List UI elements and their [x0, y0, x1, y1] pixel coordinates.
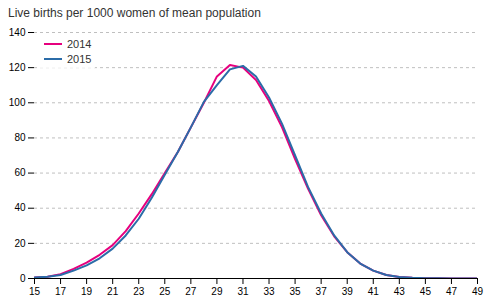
- svg-text:43: 43: [394, 286, 406, 297]
- svg-text:21: 21: [107, 286, 119, 297]
- svg-text:100: 100: [9, 97, 26, 108]
- svg-text:47: 47: [446, 286, 458, 297]
- svg-text:49: 49: [472, 286, 484, 297]
- svg-text:140: 140: [9, 27, 26, 38]
- svg-text:29: 29: [211, 286, 223, 297]
- svg-text:40: 40: [14, 202, 26, 213]
- html-text:2014: 2014: [67, 37, 92, 50]
- svg-text:23: 23: [133, 286, 145, 297]
- html-text:2015: 2015: [67, 52, 92, 65]
- svg-text:37: 37: [316, 286, 328, 297]
- svg-text:80: 80: [14, 132, 26, 143]
- svg-text:27: 27: [185, 286, 197, 297]
- html-text:Live births per 1000 women of: Live births per 1000 women of mean popul…: [8, 6, 261, 20]
- svg-text:15: 15: [29, 286, 41, 297]
- svg-text:35: 35: [290, 286, 302, 297]
- svg-text:45: 45: [420, 286, 432, 297]
- svg-text:20: 20: [14, 238, 26, 249]
- svg-text:33: 33: [263, 286, 275, 297]
- svg-text:25: 25: [159, 286, 171, 297]
- svg-text:19: 19: [81, 286, 93, 297]
- svg-text:41: 41: [368, 286, 380, 297]
- svg-text:31: 31: [237, 286, 249, 297]
- svg-text:17: 17: [55, 286, 67, 297]
- svg-text:60: 60: [14, 167, 26, 178]
- svg-text:120: 120: [9, 62, 26, 73]
- svg-text:0: 0: [20, 273, 26, 284]
- svg-text:39: 39: [342, 286, 354, 297]
